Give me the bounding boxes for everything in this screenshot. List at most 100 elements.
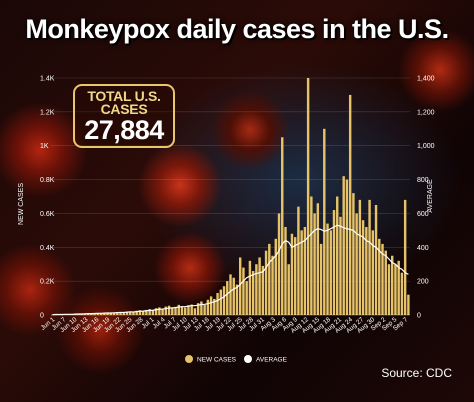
total-cases-badge: TOTAL U.S. CASES 27,884: [73, 84, 175, 148]
bar: [232, 277, 235, 315]
bar: [387, 264, 391, 315]
bar: [164, 306, 168, 315]
bar-series: [51, 78, 410, 316]
bar: [361, 220, 365, 315]
bar: [394, 264, 397, 315]
bar: [213, 298, 216, 315]
bar: [290, 233, 294, 315]
bar: [141, 310, 145, 315]
bar: [122, 312, 125, 315]
y2-tick-label: 800: [417, 177, 429, 184]
bar: [248, 260, 252, 315]
bar: [129, 311, 132, 315]
bar: [268, 243, 271, 315]
bar: [271, 255, 274, 315]
bar: [384, 250, 387, 315]
bar: [258, 257, 261, 315]
bar: [400, 272, 404, 315]
source-credit: Source: CDC: [381, 366, 452, 380]
bar: [336, 196, 339, 315]
y-axis-left: 0 0.2K 0.4K 0.6K 0.8K 1K 1.2K 1.4K: [40, 76, 55, 320]
bar: [326, 223, 329, 315]
bar: [151, 310, 155, 315]
bar: [90, 313, 93, 315]
average-series: [52, 224, 409, 316]
y2-tick-label: 1,000: [417, 143, 435, 150]
legend-swatch-new-cases: [185, 355, 193, 363]
bar: [245, 281, 248, 315]
y-tick-label: 0.8K: [40, 177, 55, 184]
y-tick-label: 1.2K: [40, 109, 55, 116]
bar: [293, 237, 297, 315]
bar: [390, 255, 394, 315]
bar: [264, 250, 268, 315]
bar: [96, 312, 100, 315]
bar: [99, 313, 103, 315]
bar: [200, 301, 203, 315]
bar: [238, 257, 242, 315]
bar: [339, 216, 342, 315]
y-tick-label: 0.6K: [40, 211, 55, 218]
y-tick-label: 1K: [40, 143, 49, 150]
bar: [138, 310, 142, 315]
bar: [112, 312, 116, 315]
legend-label-new-cases: NEW CASES: [197, 357, 237, 364]
bar: [219, 289, 223, 315]
y2-axis-label: AVERAGE: [427, 179, 434, 213]
bar: [196, 303, 200, 315]
bar: [403, 199, 407, 315]
bar: [161, 308, 164, 315]
bar: [358, 199, 362, 315]
total-cases-value: 27,884: [84, 115, 164, 145]
bar: [177, 304, 180, 315]
bar: [348, 94, 352, 315]
bar: [300, 230, 303, 315]
bar: [132, 311, 135, 315]
y-axis-label: NEW CASES: [18, 183, 25, 225]
bar: [226, 281, 229, 315]
bar: [277, 213, 281, 315]
bar: [109, 312, 113, 315]
bar: [193, 308, 197, 315]
legend: NEW CASES AVERAGE: [185, 355, 288, 364]
bar: [319, 243, 323, 315]
bar: [125, 311, 129, 315]
bar: [106, 312, 109, 315]
bar: [281, 137, 284, 315]
bar: [216, 292, 219, 315]
bar: [287, 264, 290, 315]
bar: [261, 265, 265, 315]
bar: [103, 312, 106, 315]
y-tick-label: 0.2K: [40, 279, 55, 286]
bar: [407, 294, 410, 315]
bar: [171, 307, 174, 315]
bar: [206, 299, 210, 315]
y2-tick-label: 1,200: [417, 109, 435, 116]
bar: [374, 204, 378, 315]
bar: [235, 284, 239, 315]
bar: [274, 238, 277, 315]
bar: [313, 213, 316, 315]
total-cases-label: TOTAL U.S. CASES: [87, 88, 161, 117]
bar: [368, 199, 371, 315]
y2-tick-label: 1,400: [417, 76, 435, 83]
bar: [154, 308, 158, 315]
bar: [306, 78, 310, 315]
bar: [352, 193, 355, 315]
bar: [345, 179, 349, 315]
legend-label-average: AVERAGE: [256, 357, 288, 364]
bar: [242, 267, 245, 315]
bar: [222, 286, 226, 315]
y2-tick-label: 200: [417, 279, 429, 286]
bar: [284, 226, 287, 315]
bar: [355, 213, 358, 315]
legend-swatch-average: [244, 355, 252, 363]
bar: [342, 176, 345, 315]
bar: [174, 306, 177, 315]
bar: [190, 304, 193, 315]
bar: [167, 305, 171, 315]
bar: [310, 196, 313, 315]
